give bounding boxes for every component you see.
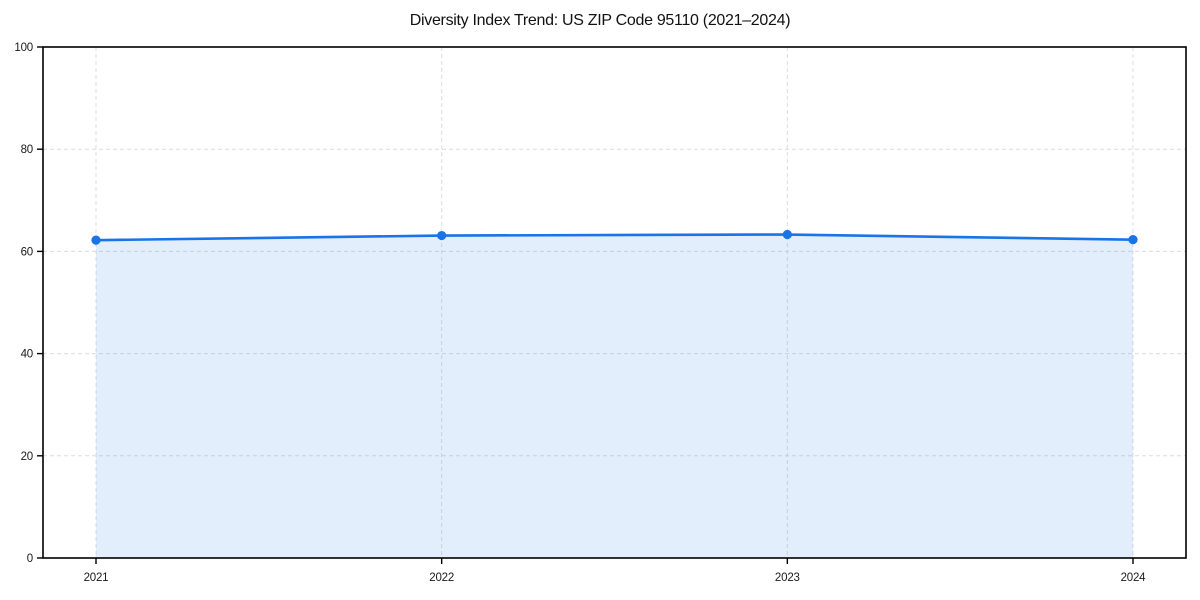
data-point-marker <box>91 235 101 245</box>
y-tick-label: 80 <box>21 144 33 156</box>
chart-title: Diversity Index Trend: US ZIP Code 95110… <box>409 12 791 29</box>
x-tick-label: 2024 <box>1121 572 1147 584</box>
y-tick-label: 20 <box>21 451 33 463</box>
area-fill <box>96 234 1133 559</box>
x-tick-label: 2022 <box>429 572 454 584</box>
trend-line <box>94 233 1135 242</box>
plot-border <box>42 46 1187 559</box>
x-tick-label: 2023 <box>775 572 800 584</box>
y-tick-label: 60 <box>21 246 33 258</box>
y-tick-label: 0 <box>27 553 33 565</box>
data-point-marker <box>1128 235 1138 245</box>
data-point-marker <box>782 229 792 240</box>
y-tick-label: 100 <box>14 42 33 54</box>
x-tick-label: 2021 <box>84 572 109 584</box>
y-tick-label: 40 <box>21 349 33 361</box>
data-point-marker <box>437 230 447 241</box>
